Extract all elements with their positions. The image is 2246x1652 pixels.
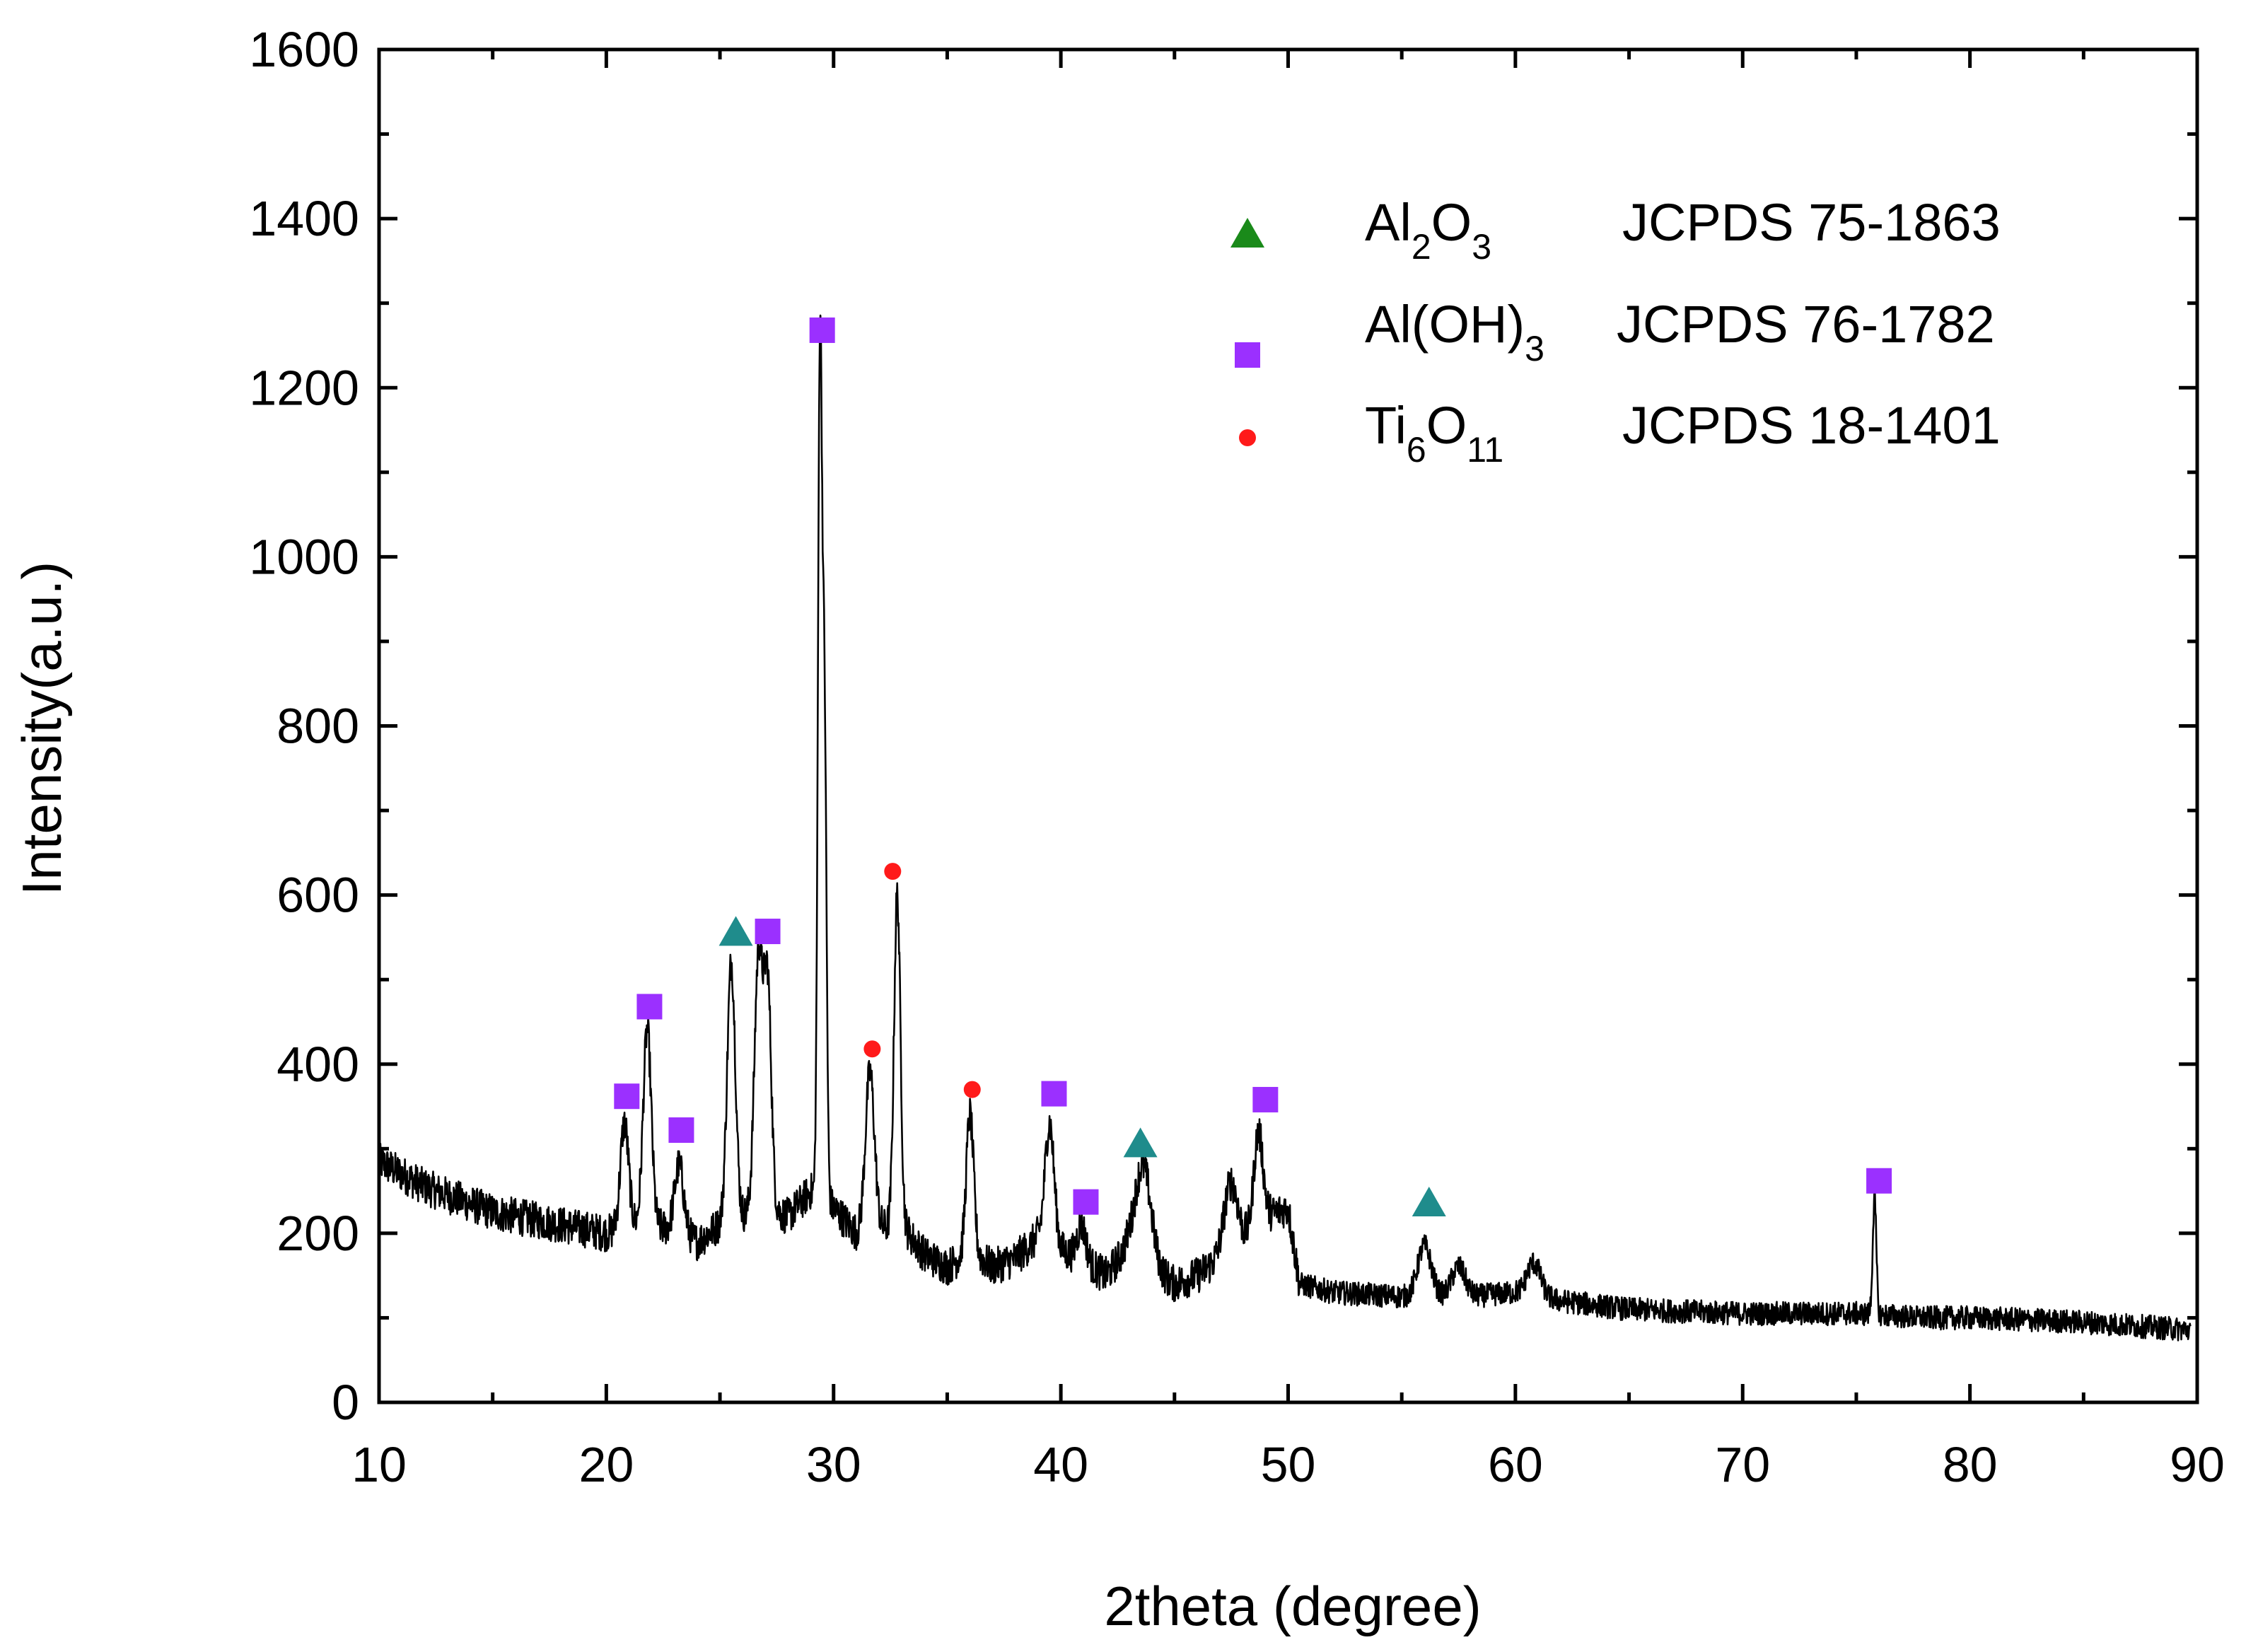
x-tick-label: 40 (1033, 1437, 1088, 1492)
axes: 10 20 30 40 50 60 70 80 90 0 200 400 600 800 1000 1200 1… (249, 22, 2225, 1492)
legend-jcpds-ref: JCPDS 76-1782 (1617, 295, 1995, 354)
phase-marker-triangle (718, 916, 753, 946)
x-tick-label: 80 (1943, 1437, 1998, 1492)
phase-marker-triangle (1412, 1187, 1446, 1217)
y-tick-label: 200 (277, 1206, 359, 1261)
y-tick-label: 600 (277, 868, 359, 923)
plot-frame (377, 47, 2199, 1404)
phase-marker-circle (963, 1081, 981, 1098)
phase-marker-square (1252, 1086, 1279, 1112)
phase-marker-square (1041, 1081, 1067, 1107)
y-tick-label: 800 (277, 699, 359, 754)
phase-marker-triangle (1123, 1127, 1158, 1158)
y-tick-label: 0 (332, 1375, 359, 1430)
phase-marker-square (755, 919, 781, 945)
legend-formula: Al(OH)3 (1365, 295, 1544, 368)
phase-marker-square (668, 1117, 694, 1144)
legend: Al2O3 JCPDS 75-1863 Al(OH)3 JCPDS 76-1782 Ti… (1230, 193, 2001, 470)
x-tick-label: 30 (806, 1437, 861, 1492)
y-axis-title: Intensity(a.u.) (11, 562, 73, 896)
x-tick-label: 20 (578, 1437, 634, 1492)
legend-formula: Ti6O11 (1365, 396, 1503, 470)
x-tick-label: 60 (1488, 1437, 1543, 1492)
phase-marker-square (809, 317, 835, 343)
phase-marker-circle (863, 1040, 881, 1058)
xrd-pattern-series (378, 314, 2192, 1342)
x-tick-label: 10 (351, 1437, 407, 1492)
x-tick-label: 90 (2170, 1437, 2225, 1492)
phase-marker-square (1866, 1168, 1892, 1194)
phase-marker-square (636, 994, 663, 1020)
phase-markers (614, 317, 1892, 1217)
x-tick-label: 50 (1261, 1437, 1316, 1492)
y-tick-label: 1400 (249, 191, 359, 246)
y-tick-label: 1000 (249, 529, 359, 584)
phase-marker-square (614, 1083, 640, 1110)
xrd-pattern-line (378, 314, 2192, 1342)
y-tick-label: 400 (277, 1037, 359, 1092)
legend-jcpds-ref: JCPDS 18-1401 (1622, 396, 2001, 455)
legend-formula: Al2O3 (1365, 193, 1491, 267)
x-tick-label: 70 (1715, 1437, 1770, 1492)
legend-square-icon (1235, 342, 1260, 368)
y-tick-label: 1600 (249, 22, 359, 77)
x-axis-title: 2theta (degree) (1104, 1575, 1481, 1637)
legend-triangle-icon (1230, 218, 1264, 248)
phase-marker-square (1073, 1189, 1099, 1215)
legend-circle-icon (1239, 429, 1256, 446)
legend-jcpds-ref: JCPDS 75-1863 (1622, 193, 2001, 252)
y-tick-label: 1200 (249, 360, 359, 415)
phase-marker-circle (884, 863, 902, 880)
